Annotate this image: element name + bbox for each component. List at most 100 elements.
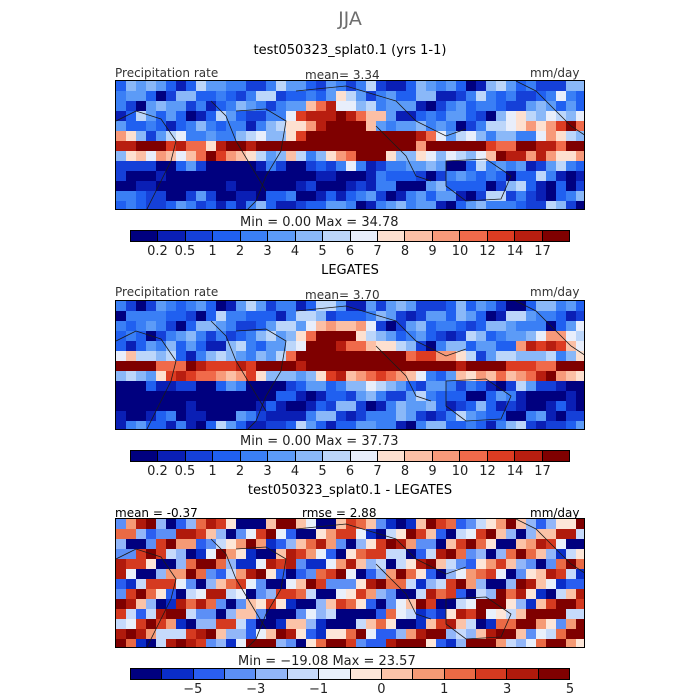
map-cell bbox=[136, 181, 146, 191]
map-cell bbox=[156, 301, 166, 311]
map-cell bbox=[276, 609, 286, 619]
map-cell bbox=[136, 121, 146, 131]
coastline bbox=[445, 378, 512, 422]
map-cell bbox=[296, 529, 306, 539]
map-cell bbox=[226, 191, 236, 201]
map-cell bbox=[416, 81, 426, 91]
map-cell bbox=[256, 101, 266, 111]
map-cell bbox=[386, 141, 396, 151]
map-cell bbox=[276, 559, 286, 569]
map-cell bbox=[476, 579, 486, 589]
map-cell bbox=[386, 549, 396, 559]
map-cell bbox=[326, 371, 336, 381]
map-cell bbox=[236, 181, 246, 191]
map-cell bbox=[366, 599, 376, 609]
map-cell bbox=[446, 361, 456, 371]
map-cell bbox=[236, 201, 246, 209]
map-cell bbox=[186, 539, 196, 549]
map-cell bbox=[496, 311, 506, 321]
colorbar-tick-label: 17 bbox=[534, 244, 551, 259]
map-cell bbox=[126, 391, 136, 401]
map-cell bbox=[446, 331, 456, 341]
map-cell bbox=[226, 609, 236, 619]
map-cell bbox=[466, 321, 476, 331]
colorbar-swatch bbox=[193, 669, 226, 679]
map-cell bbox=[286, 181, 296, 191]
map-cell bbox=[196, 81, 206, 91]
map-cell bbox=[326, 579, 336, 589]
map-cell bbox=[426, 391, 436, 401]
map-cell bbox=[416, 559, 426, 569]
map-cell bbox=[516, 609, 526, 619]
map-cell bbox=[306, 559, 316, 569]
colorbar-tick-label: 1 bbox=[440, 682, 449, 697]
map-cell bbox=[136, 91, 146, 101]
colorbar-tick-label: 0.5 bbox=[174, 464, 196, 479]
colorbar-swatch bbox=[287, 669, 320, 679]
map-cell bbox=[166, 91, 176, 101]
map-cell bbox=[556, 519, 566, 529]
map-cell bbox=[266, 619, 276, 629]
map-cell bbox=[386, 391, 396, 401]
map-cell bbox=[196, 111, 206, 121]
colorbar-tick-label: 5 bbox=[318, 244, 327, 259]
map-cell bbox=[496, 371, 506, 381]
map-cell bbox=[296, 341, 306, 351]
map-cell bbox=[206, 191, 216, 201]
map-cell bbox=[226, 81, 236, 91]
map-cell bbox=[226, 589, 236, 599]
map-cell bbox=[186, 141, 196, 151]
map-cell bbox=[196, 589, 206, 599]
map-cell bbox=[296, 141, 306, 151]
map-cell bbox=[266, 539, 276, 549]
map-cell bbox=[276, 569, 286, 579]
map-cell bbox=[316, 351, 326, 361]
map-cell bbox=[276, 351, 286, 361]
map-cell bbox=[486, 201, 496, 209]
map-cell bbox=[126, 131, 136, 141]
map-cell bbox=[276, 401, 286, 411]
map-cell bbox=[266, 609, 276, 619]
map-cell bbox=[376, 121, 386, 131]
map-cell bbox=[546, 411, 556, 421]
map-cell bbox=[436, 131, 446, 141]
map-cell bbox=[416, 311, 426, 321]
map-cell bbox=[306, 131, 316, 141]
map-cell bbox=[476, 141, 486, 151]
map-cell bbox=[256, 181, 266, 191]
map-cell bbox=[406, 151, 416, 161]
map-cell bbox=[146, 321, 156, 331]
map-cell bbox=[516, 569, 526, 579]
colorbar-swatch bbox=[295, 231, 324, 241]
map-cell bbox=[446, 131, 456, 141]
map-cell bbox=[256, 381, 266, 391]
colorbar-swatch bbox=[158, 451, 186, 461]
map-cell bbox=[366, 331, 376, 341]
map-cell bbox=[416, 121, 426, 131]
map-cell bbox=[136, 161, 146, 171]
map-cell bbox=[496, 539, 506, 549]
map-cell bbox=[296, 181, 306, 191]
map-cell bbox=[296, 131, 306, 141]
map-cell bbox=[156, 569, 166, 579]
map-cell bbox=[126, 161, 136, 171]
map-cell bbox=[456, 141, 466, 151]
map-cell bbox=[236, 311, 246, 321]
map-cell bbox=[566, 549, 576, 559]
map-cell bbox=[116, 301, 126, 311]
map-cell bbox=[476, 351, 486, 361]
map-cell bbox=[396, 131, 406, 141]
map-cell bbox=[346, 391, 356, 401]
map-cell bbox=[196, 91, 206, 101]
map-cell bbox=[216, 181, 226, 191]
map-cell bbox=[316, 619, 326, 629]
map-cell bbox=[416, 171, 426, 181]
map-cell bbox=[296, 91, 306, 101]
map-cell bbox=[486, 609, 496, 619]
map-cell bbox=[436, 599, 446, 609]
map-cell bbox=[166, 371, 176, 381]
map-cell bbox=[516, 331, 526, 341]
map-cell bbox=[416, 371, 426, 381]
map-cell bbox=[336, 609, 346, 619]
map-cell bbox=[216, 121, 226, 131]
